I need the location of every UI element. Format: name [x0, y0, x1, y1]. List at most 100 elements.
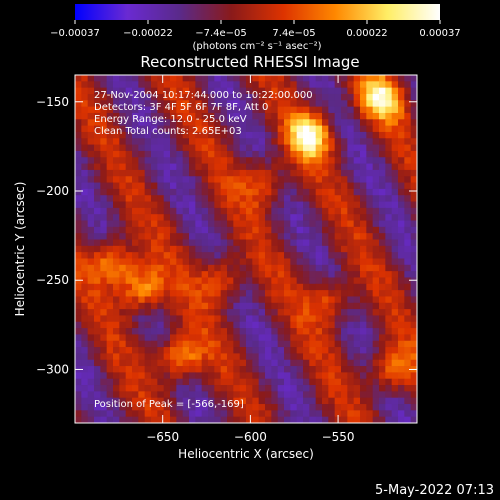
heatmap-cell	[271, 245, 279, 253]
heatmap-cell	[271, 334, 279, 342]
heatmap-cell	[277, 359, 285, 367]
heatmap-cell	[119, 372, 127, 380]
heatmap-cell	[87, 226, 95, 234]
heatmap-cell	[119, 404, 127, 411]
heatmap-cell	[151, 75, 158, 82]
heatmap-cell	[75, 245, 82, 253]
heatmap-cell	[265, 296, 272, 304]
heatmap-cell	[341, 138, 348, 145]
heatmap-cell	[309, 201, 317, 209]
heatmap-cell	[353, 169, 361, 177]
heatmap-cell	[157, 366, 165, 373]
heatmap-cell	[404, 328, 412, 335]
heatmap-cell	[81, 277, 89, 285]
heatmap-cell	[182, 119, 190, 127]
heatmap-cell	[277, 245, 285, 253]
heatmap-cell	[328, 182, 336, 190]
heatmap-cell	[163, 75, 171, 82]
heatmap-cell	[100, 157, 108, 164]
heatmap-cell	[303, 138, 310, 145]
heatmap-cell	[360, 214, 367, 221]
heatmap-cell	[391, 195, 399, 202]
heatmap-cell	[252, 366, 260, 373]
heatmap-cell	[81, 328, 89, 335]
heatmap-cell	[404, 119, 412, 127]
heatmap-cell	[322, 340, 329, 348]
heatmap-cell	[189, 144, 196, 152]
heatmap-cell	[372, 233, 380, 240]
heatmap-cell	[214, 75, 222, 82]
heatmap-cell	[385, 112, 393, 120]
heatmap-cell	[328, 245, 336, 253]
heatmap-cell	[195, 75, 203, 82]
heatmap-cell	[309, 296, 317, 304]
heatmap-cell	[195, 264, 203, 272]
heatmap-cell	[119, 258, 127, 266]
heatmap-cell	[119, 119, 127, 127]
heatmap-cell	[404, 106, 412, 114]
heatmap-cell	[303, 93, 310, 101]
heatmap-cell	[233, 138, 241, 145]
heatmap-cell	[214, 119, 222, 127]
heatmap-cell	[410, 296, 418, 304]
heatmap-cell	[379, 410, 386, 418]
heatmap-cell	[334, 100, 342, 108]
heatmap-cell	[391, 302, 399, 310]
heatmap-cell	[163, 258, 171, 266]
heatmap-cell	[151, 252, 158, 259]
heatmap-cell	[290, 112, 298, 120]
heatmap-cell	[379, 125, 386, 133]
heatmap-cell	[94, 378, 101, 386]
heatmap-cell	[379, 309, 386, 316]
heatmap-cell	[170, 340, 177, 348]
heatmap-cell	[208, 404, 215, 411]
heatmap-cell	[385, 264, 393, 272]
heatmap-cell	[87, 119, 95, 127]
heatmap-cell	[201, 163, 209, 171]
heatmap-cell	[372, 334, 380, 342]
heatmap-cell	[201, 264, 209, 272]
heatmap-cell	[379, 106, 386, 114]
heatmap-cell	[271, 144, 279, 152]
heatmap-cell	[296, 391, 304, 399]
heatmap-cell	[208, 195, 215, 202]
heatmap-cell	[284, 150, 291, 158]
heatmap-cell	[157, 391, 165, 399]
heatmap-cell	[277, 144, 285, 152]
heatmap-cell	[220, 271, 228, 278]
heatmap-cell	[81, 309, 89, 316]
heatmap-cell	[138, 277, 146, 285]
heatmap-cell	[163, 416, 171, 424]
heatmap-cell	[132, 119, 139, 127]
heatmap-cell	[227, 328, 234, 335]
heatmap-cell	[189, 391, 196, 399]
heatmap-cell	[182, 163, 190, 171]
heatmap-cell	[246, 290, 253, 297]
heatmap-cell	[94, 112, 101, 120]
heatmap-cell	[170, 252, 177, 259]
heatmap-cell	[303, 163, 310, 171]
heatmap-cell	[372, 290, 380, 297]
heatmap-cell	[284, 283, 291, 291]
heatmap-cell	[404, 112, 412, 120]
heatmap-cell	[176, 378, 184, 386]
heatmap-cell	[239, 119, 247, 127]
heatmap-cell	[94, 163, 101, 171]
heatmap-cell	[385, 410, 393, 418]
heatmap-cell	[353, 93, 361, 101]
heatmap-cell	[265, 378, 272, 386]
heatmap-cell	[125, 245, 133, 253]
heatmap-cell	[119, 347, 127, 354]
heatmap-cell	[271, 201, 279, 209]
heatmap-cell	[239, 226, 247, 234]
heatmap-cell	[208, 353, 215, 361]
heatmap-cell	[119, 353, 127, 361]
heatmap-cell	[296, 277, 304, 285]
heatmap-cell	[94, 340, 101, 348]
heatmap-cell	[372, 138, 380, 145]
heatmap-cell	[309, 347, 317, 354]
heatmap-cell	[189, 106, 196, 114]
heatmap-cell	[252, 277, 260, 285]
heatmap-cell	[214, 416, 222, 424]
heatmap-cell	[334, 264, 342, 272]
